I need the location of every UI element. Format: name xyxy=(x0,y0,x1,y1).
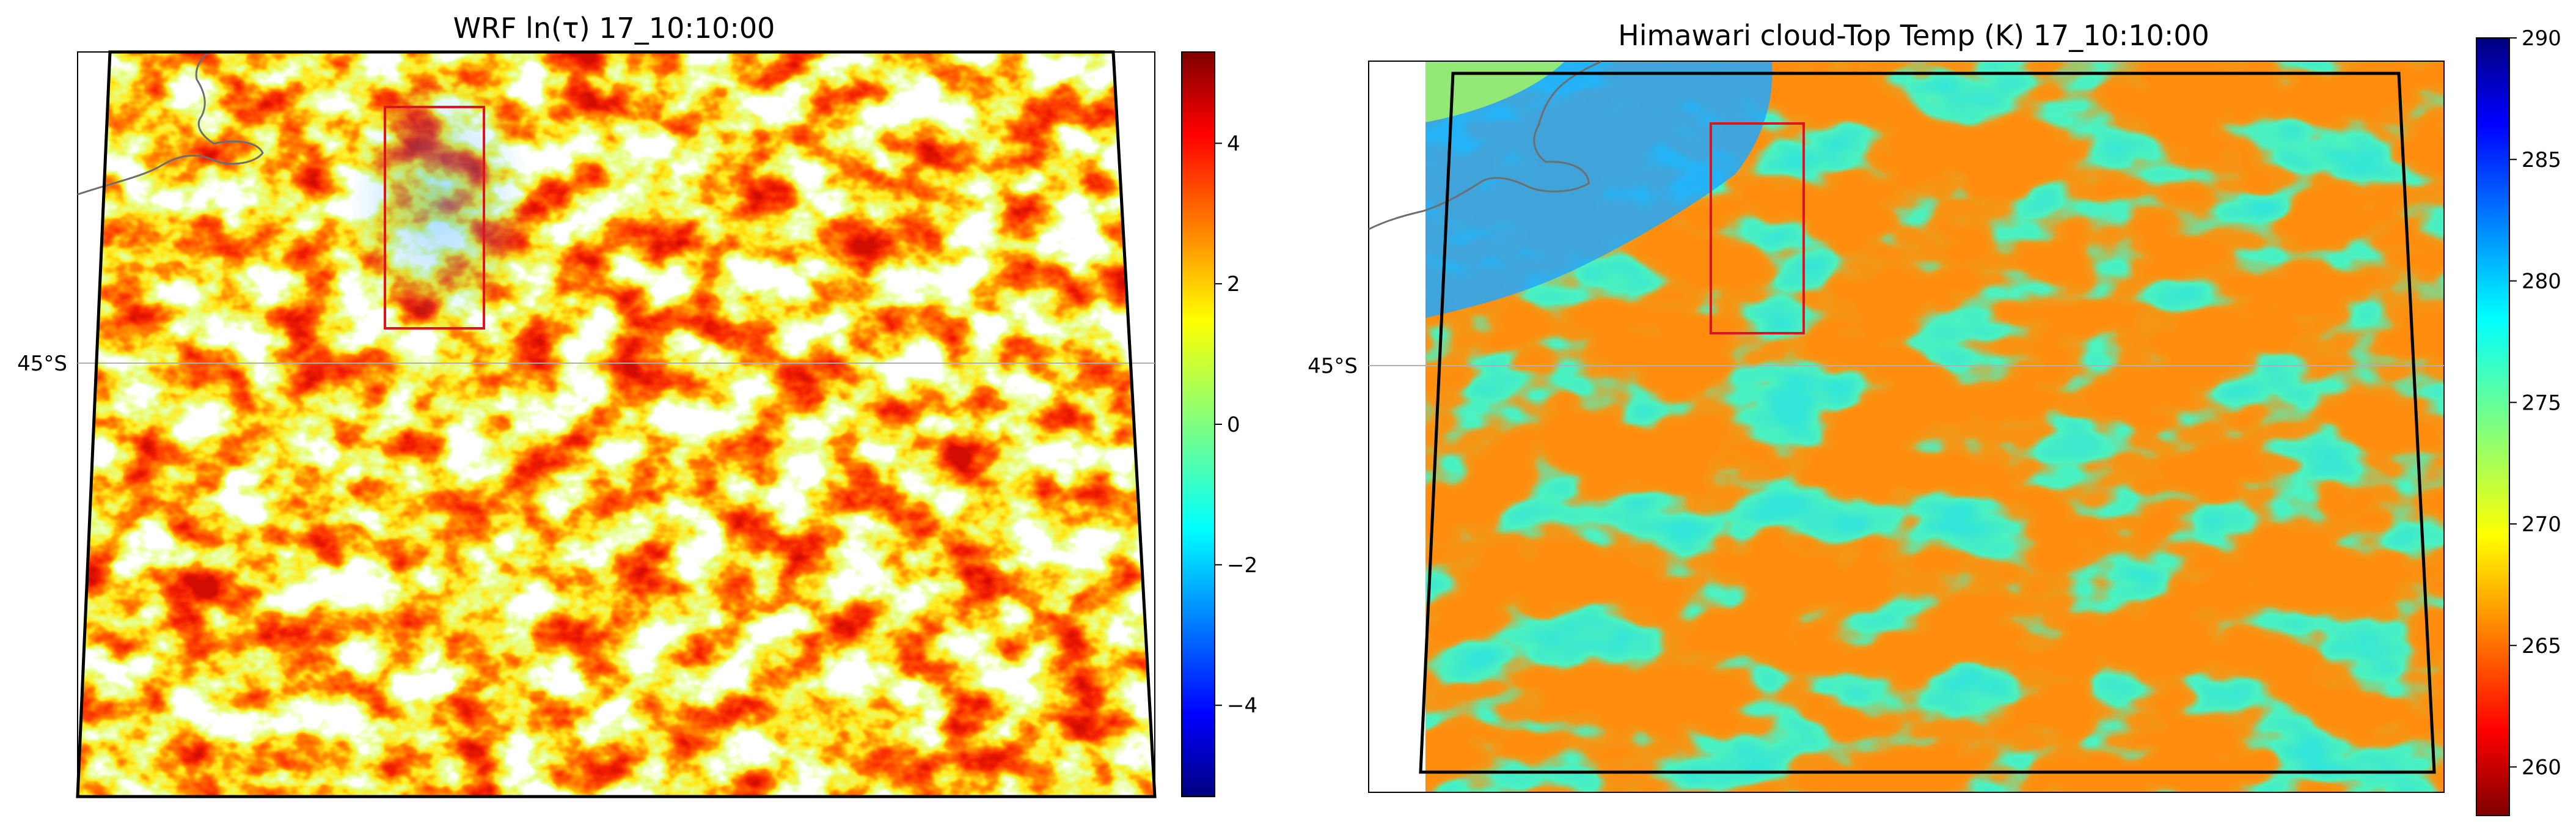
colorbar-himawari-tick-label: 260 xyxy=(2522,756,2561,780)
heatmap-field-wrf xyxy=(78,52,1155,797)
domain-boundary-wrf xyxy=(76,50,1157,798)
latitude-label-himawari: 45°S xyxy=(1308,354,1358,378)
colorbar-wrf: −4 −2 0 2 4 xyxy=(1181,51,1257,797)
highlight-box-wrf xyxy=(384,106,485,330)
colorbar-himawari: 260 265 270 275 280 285 290 xyxy=(2476,26,2561,816)
colorbar-himawari-tick-label: 280 xyxy=(2522,270,2561,294)
colorbar-wrf-tick-label: −2 xyxy=(1227,553,1257,578)
latitude-label-wrf: 45°S xyxy=(17,352,67,376)
coastline-wrf xyxy=(77,51,264,196)
panel-wrf-tau: WRF ln(τ) 17_10:10:00 45°S −4 −2 0 2 4 xyxy=(17,12,1257,798)
colorbar-wrf-tick-label: 0 xyxy=(1227,413,1240,437)
domain-boundary-himawari xyxy=(1419,72,2436,774)
colorbar-himawari-tick-label: 290 xyxy=(2522,26,2561,51)
highlight-box-himawari xyxy=(1710,122,1805,334)
colorbar-wrf-tick-label: 2 xyxy=(1227,272,1240,297)
heatmap-field-himawari xyxy=(1425,62,2443,792)
coastline-himawari xyxy=(1368,61,1601,230)
colorbar-himawari-tick-label: 265 xyxy=(2522,634,2561,658)
colorbar-himawari-tick-label: 275 xyxy=(2522,391,2561,415)
colorbar-himawari-tick-label: 285 xyxy=(2522,148,2561,172)
colorbar-wrf-tick-label: 4 xyxy=(1227,131,1240,156)
chart-title-himawari: Himawari cloud-Top Temp (K) 17_10:10:00 xyxy=(1618,19,2209,52)
panel-himawari-ctt: Himawari cloud-Top Temp (K) 17_10:10:00 … xyxy=(1308,19,2561,816)
chart-title-wrf: WRF ln(τ) 17_10:10:00 xyxy=(453,12,775,45)
colorbar-wrf-tick-label: −4 xyxy=(1227,694,1257,718)
colorbar-himawari-tick-label: 270 xyxy=(2522,512,2561,537)
